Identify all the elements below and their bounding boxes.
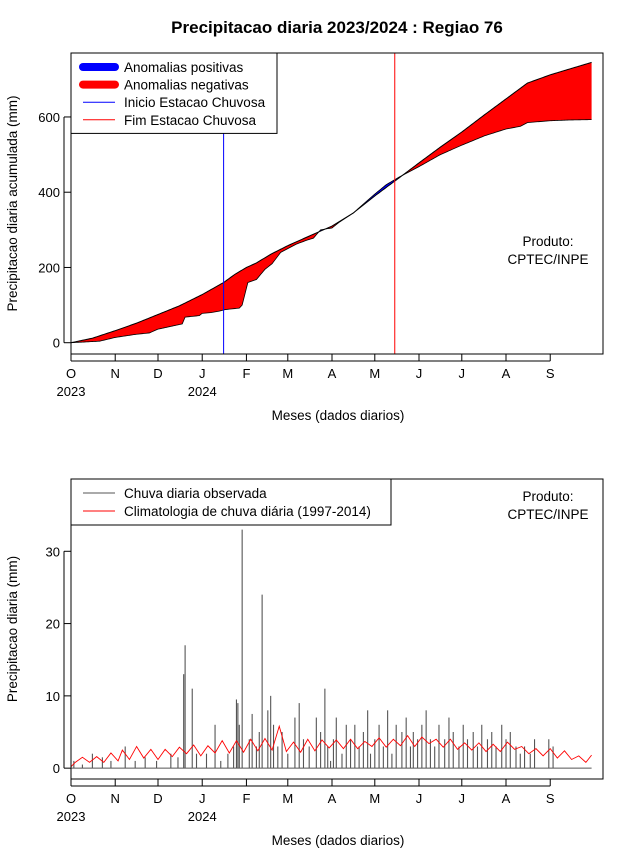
x-tick-label-month: D (153, 791, 162, 806)
x-tick-label-month: O (66, 791, 76, 806)
x-tick-label-month: F (242, 791, 250, 806)
figure-title: Precipitacao diaria 2023/2024 : Regiao 7… (171, 18, 503, 37)
x-tick-label-month: S (546, 366, 555, 381)
legend: Chuva diaria observada Climatologia de ch… (70, 478, 392, 526)
legend-box (70, 478, 392, 526)
x-tick-label-month: A (328, 791, 337, 806)
x-tick-label-month: J (416, 366, 423, 381)
x-axis: O 2023 N D J 2024 F M A M J J A S (57, 779, 555, 824)
y-axis-title: Precipitacao diaria acumulada (mm) (5, 95, 20, 311)
x-tick-label-month: N (111, 366, 120, 381)
product-label-line2: CPTEC/INPE (507, 507, 588, 522)
x-tick-label-month: J (199, 791, 206, 806)
x-tick-label-month: F (242, 366, 250, 381)
x-tick-label-month: M (282, 791, 293, 806)
y-tick-label: 400 (38, 185, 60, 200)
legend-label: Anomalias positivas (124, 60, 244, 75)
x-axis-title: Meses (dados diarios) (272, 408, 405, 423)
y-tick-label: 600 (38, 110, 60, 125)
x-tick-label-month: J (459, 366, 466, 381)
plot-frame (70, 52, 604, 355)
x-tick-label-month: J (199, 366, 206, 381)
product-label-line2: CPTEC/INPE (507, 252, 588, 267)
climatology-cumulative-line (70, 61, 592, 344)
daily-bars (73, 529, 554, 769)
x-axis: O 2023 N D J 2024 F M A M J J A S (57, 354, 555, 399)
x-tick-label-month: O (66, 366, 76, 381)
y-tick-label: 200 (38, 260, 60, 275)
y-axis: 0 200 400 600 (38, 110, 71, 351)
y-tick-label: 20 (46, 617, 60, 632)
y-tick-label: 0 (53, 336, 60, 351)
x-tick-label-month: M (369, 791, 380, 806)
legend: Anomalias positivas Anomalias negativas In… (70, 52, 278, 134)
climatology-daily-line (70, 724, 592, 768)
y-tick-label: 10 (46, 689, 60, 704)
daily-precipitation-panel: 0 10 20 30 O 2023 N D J 2024 F M A M J J A S Meses (dados … (5, 478, 604, 848)
x-tick-label-month: A (502, 366, 511, 381)
product-label-line1: Produto: (522, 234, 573, 249)
x-tick-label-month: M (282, 366, 293, 381)
legend-label: Inicio Estacao Chuvosa (124, 95, 266, 110)
x-tick-label-month: A (502, 791, 511, 806)
x-axis-title: Meses (dados diarios) (272, 833, 405, 848)
x-tick-label-month: J (416, 791, 423, 806)
product-label-line1: Produto: (522, 489, 573, 504)
y-tick-label: 0 (53, 761, 60, 776)
x-tick-label-month: A (328, 366, 337, 381)
y-axis: 0 10 20 30 (46, 544, 71, 776)
x-tick-label-year: 2023 (57, 384, 86, 399)
x-tick-label-month: S (546, 791, 555, 806)
legend-label: Climatologia de chuva diária (1997-2014) (124, 504, 371, 519)
x-tick-label-year: 2024 (188, 809, 217, 824)
x-tick-label-month: J (459, 791, 466, 806)
x-tick-label-month: D (153, 366, 162, 381)
y-axis-title: Precipitacao diaria (mm) (5, 556, 20, 702)
cumulative-precipitation-panel: 0 200 400 600 O 2023 N D J 2024 F M A M J J A S Meses (dad… (5, 52, 604, 423)
x-tick-label-year: 2023 (57, 809, 86, 824)
x-tick-label-month: M (369, 366, 380, 381)
x-tick-label-month: N (111, 791, 120, 806)
x-tick-label-year: 2024 (188, 384, 217, 399)
legend-label: Chuva diaria observada (124, 486, 267, 501)
legend-label: Anomalias negativas (124, 78, 249, 93)
observed-cumulative-line (70, 119, 592, 344)
y-tick-label: 30 (46, 544, 60, 559)
legend-label: Fim Estacao Chuvosa (124, 113, 257, 128)
